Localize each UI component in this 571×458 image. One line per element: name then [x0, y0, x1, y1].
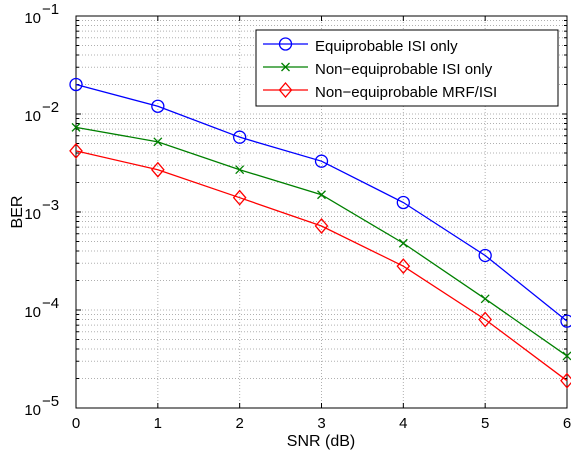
grid: [76, 16, 567, 408]
data-point: [233, 130, 247, 144]
x-tick-label: 1: [154, 415, 162, 432]
data-point: [478, 311, 493, 328]
y-tick-label-exponent: −4: [42, 295, 59, 312]
legend-item-equiprobable-isi-only: Equiprobable ISI only: [263, 37, 458, 55]
legend-marker: [278, 82, 293, 98]
legend-box: [255, 29, 559, 107]
legend-label-series-1: Non−equiprobable ISI only: [315, 61, 493, 78]
data-point: [314, 154, 329, 168]
marker-stroke: [71, 122, 81, 132]
y-tick-label-exponent: −1: [42, 1, 59, 18]
series-0: [69, 77, 571, 328]
y-tick-label: 10: [24, 10, 41, 27]
y-tick-label-exponent: −3: [42, 197, 59, 214]
x-tick-label: 4: [399, 415, 407, 432]
y-tick-label-exponent: −5: [42, 393, 59, 410]
y-tick-label: 10: [24, 108, 41, 125]
data-point: [396, 195, 410, 210]
marker-stroke: [562, 351, 571, 361]
data-point: [150, 161, 165, 178]
legend-marker: [281, 62, 290, 72]
data-point: [314, 217, 329, 234]
data-point: [69, 77, 83, 92]
y-tick-labels: 10−510−410−310−210−1: [24, 1, 59, 419]
marker-stroke: [480, 294, 490, 304]
legend-label-series-0: Equiprobable ISI only: [315, 38, 458, 55]
data-point: [398, 238, 408, 248]
data-point: [396, 258, 411, 275]
data-point: [153, 137, 163, 147]
legend-swatch-series-2: [263, 82, 308, 98]
y-axis-label: BER: [9, 196, 26, 229]
data-point: [480, 294, 490, 304]
data-point: [71, 122, 81, 132]
data-point: [232, 189, 247, 206]
marker-stroke: [281, 62, 290, 72]
data-point: [235, 165, 245, 175]
x-tick-label: 2: [235, 415, 243, 432]
x-tick-label: 6: [563, 415, 571, 432]
plot-frame: [75, 15, 568, 409]
series-line: [75, 150, 568, 382]
series-line: [75, 83, 568, 322]
data-point: [560, 372, 571, 389]
marker-stroke: [235, 165, 245, 175]
marker-stroke: [398, 238, 408, 248]
legend-swatch-series-0: [263, 37, 308, 51]
y-tick-label-exponent: −2: [42, 99, 59, 116]
x-tick-labels: 0 1 2 3 4 5 6: [72, 415, 571, 432]
y-tick-label: 10: [24, 402, 41, 419]
data-point: [317, 190, 326, 200]
data-point: [69, 142, 83, 159]
legend: Equiprobable ISI only Non−equiprobable I…: [255, 29, 559, 107]
legend-item-non-equiprobable-mrf-isi: Non−equiprobable MRF/ISI: [263, 82, 497, 101]
marker-stroke: [317, 190, 326, 200]
data-point: [562, 351, 571, 361]
legend-marker: [278, 37, 293, 51]
series-1: [71, 122, 571, 361]
x-tick-label: 5: [481, 415, 489, 432]
x-tick-label: 0: [72, 415, 80, 432]
data-point: [151, 99, 165, 113]
data-point: [560, 314, 571, 328]
series-layer: [69, 77, 571, 389]
legend-item-non-equiprobable-isi-only: Non−equiprobable ISI only: [263, 61, 493, 78]
data-point: [478, 248, 492, 263]
series-2: [69, 142, 571, 389]
x-axis-label: SNR (dB): [287, 433, 355, 450]
x-tick-label: 3: [317, 415, 325, 432]
legend-swatch-series-1: [263, 62, 308, 72]
marker-stroke: [153, 137, 163, 147]
legend-label-series-2: Non−equiprobable MRF/ISI: [315, 84, 497, 101]
y-tick-label: 10: [24, 206, 41, 223]
y-tick-label: 10: [24, 304, 41, 321]
